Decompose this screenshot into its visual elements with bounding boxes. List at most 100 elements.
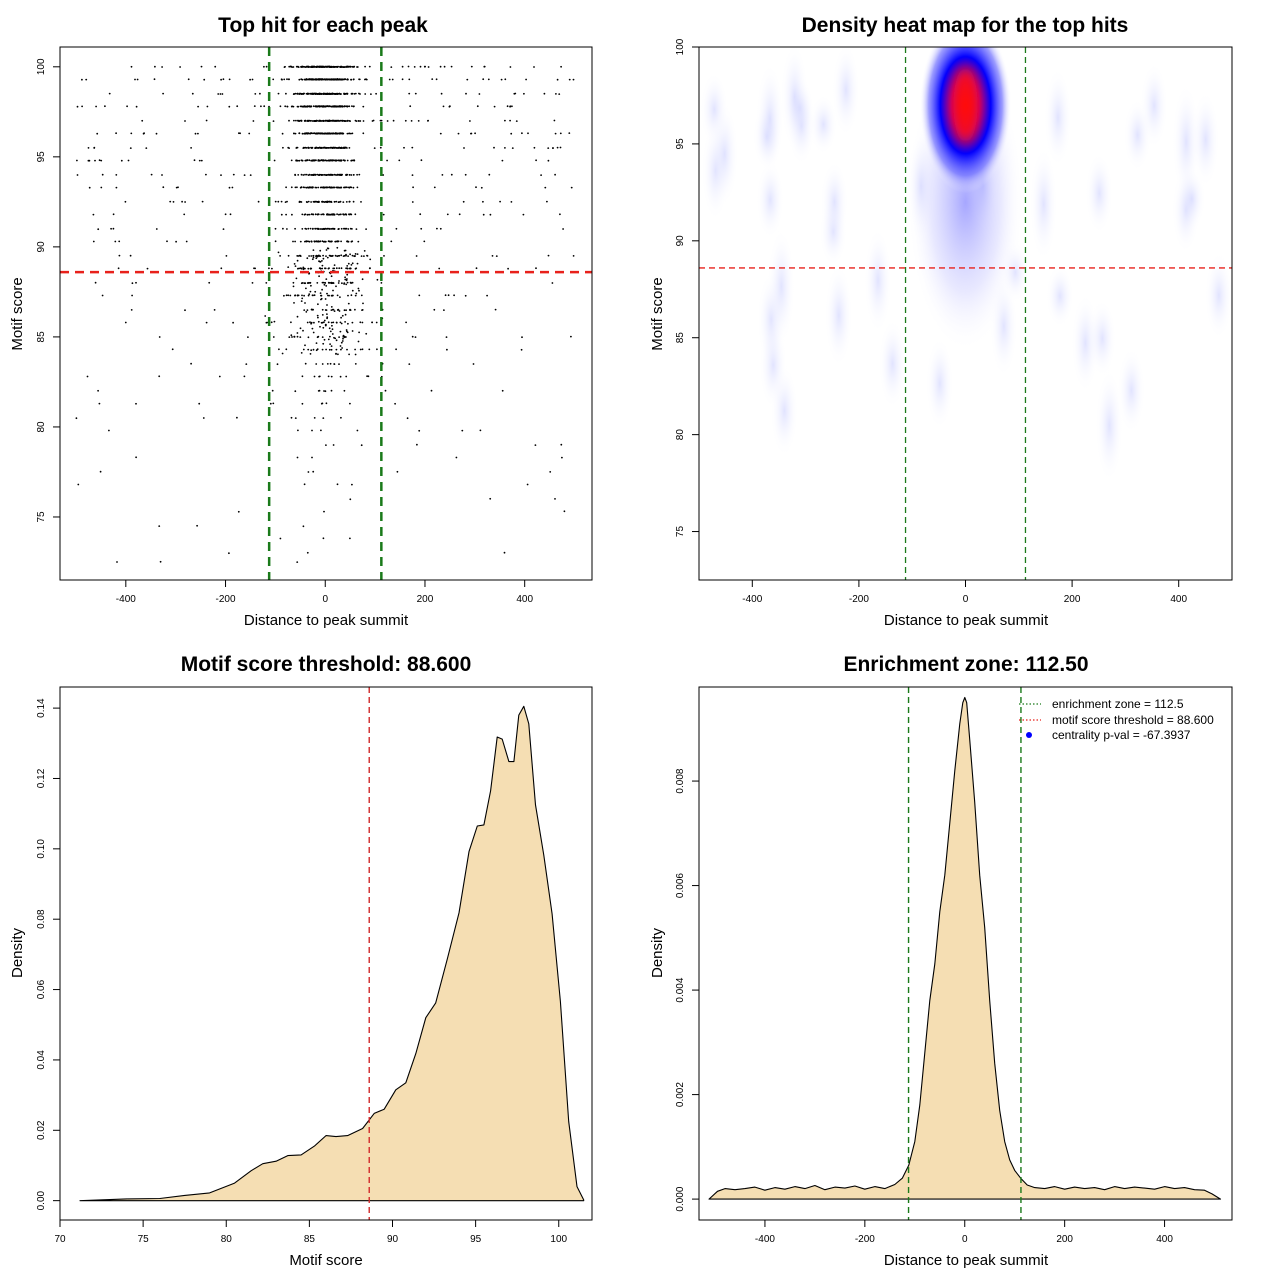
scatter-point <box>351 483 353 486</box>
enrichment-legend: enrichment zone = 112.5 motif score thre… <box>1019 697 1214 742</box>
scatter-point <box>348 132 350 135</box>
score-density-title: Motif score threshold: 88.600 <box>181 653 472 676</box>
scatter-point <box>318 146 321 149</box>
scatter-point <box>349 402 351 405</box>
scatter-point <box>290 416 293 419</box>
scatter-point <box>326 228 328 230</box>
scatter-point <box>198 159 201 162</box>
scatter-point <box>339 186 341 189</box>
scatter-point <box>104 105 106 108</box>
scatter-point <box>356 262 359 265</box>
scatter-point <box>202 417 205 419</box>
scatter-point <box>328 105 330 108</box>
scatter-point <box>194 132 197 135</box>
scatter-point <box>341 340 344 342</box>
scatter-point <box>351 93 354 95</box>
panel-score-density: Motif score threshold: 88.600 70 75 80 85 90… <box>9 653 593 1269</box>
scatter-point <box>350 264 353 266</box>
scatter-point <box>308 147 310 149</box>
scatter-point <box>330 345 333 347</box>
scatter-point <box>526 483 529 486</box>
scatter-point <box>339 173 341 176</box>
scatter-point <box>556 146 559 149</box>
scatter-point <box>327 375 330 378</box>
scatter-point <box>232 321 235 324</box>
scatter-point <box>307 132 310 135</box>
scatter-point <box>159 560 162 563</box>
scatter-point <box>126 105 128 108</box>
scatter-point <box>294 132 297 135</box>
scatter-point <box>300 300 303 302</box>
scatter-point <box>546 200 548 203</box>
scatter-point <box>343 146 346 149</box>
scatter-point <box>487 78 490 81</box>
scatter-point <box>343 309 346 312</box>
scatter-point <box>298 78 301 81</box>
scatter-point <box>554 173 556 176</box>
scatter-point <box>311 456 313 459</box>
heatmap-faint-cell <box>1029 146 1058 263</box>
scatter-point <box>415 255 418 257</box>
scatter-point <box>321 174 324 176</box>
scatter-point <box>412 186 414 189</box>
scatter-point <box>349 267 352 270</box>
scatter-point <box>323 510 325 513</box>
scatter-point <box>322 326 325 329</box>
scatter-point <box>352 78 355 81</box>
scatter-point <box>327 338 330 341</box>
scatter-point <box>416 443 418 446</box>
scatter-point <box>347 322 349 325</box>
scatter-point <box>323 319 326 322</box>
scatter-point <box>501 389 504 392</box>
scatter-point <box>556 78 559 81</box>
scatter-point <box>335 321 338 324</box>
scatter-point <box>535 159 537 162</box>
scatter-point <box>347 294 349 297</box>
scatter-point <box>521 132 523 135</box>
heatmap-faint-cell <box>756 62 785 175</box>
scatter-point <box>314 213 317 216</box>
scatter-point <box>231 186 234 189</box>
scatter-point <box>161 174 163 176</box>
scatter-point <box>326 292 328 295</box>
score-density-y-label: Density <box>9 927 26 978</box>
scatter-y-tick-label: 100 <box>36 58 47 75</box>
scatter-point <box>319 325 321 328</box>
scatter-point <box>277 251 280 254</box>
scatter-point <box>482 213 485 216</box>
scatter-point <box>362 120 365 122</box>
scatter-point <box>333 201 336 203</box>
scatter-point <box>301 132 304 135</box>
scatter-point <box>482 78 485 81</box>
enrichment-title: Enrichment zone: 112.50 <box>843 653 1088 676</box>
scatter-point <box>314 92 317 95</box>
scatter-point <box>219 93 222 95</box>
scatter-point <box>352 174 355 176</box>
scatter-point <box>544 186 547 189</box>
scatter-point <box>447 294 450 297</box>
scatter-point <box>243 174 246 177</box>
scatter-point <box>247 336 249 338</box>
scatter-point <box>339 375 342 378</box>
scatter-point <box>238 132 240 135</box>
scatter-point <box>382 213 385 216</box>
scatter-point <box>543 92 546 95</box>
scatter-point <box>328 294 330 297</box>
scatter-point <box>129 147 132 150</box>
scatter-points <box>75 65 575 563</box>
scatter-point <box>336 132 338 135</box>
scatter-point <box>325 444 327 446</box>
enrichment-x-tick-label: 400 <box>1156 1234 1173 1245</box>
scatter-point <box>183 213 186 216</box>
scatter-point <box>337 119 339 122</box>
scatter-point <box>299 327 302 330</box>
scatter-point <box>343 186 345 189</box>
scatter-point <box>76 159 78 162</box>
scatter-point <box>301 297 304 300</box>
scatter-point <box>263 65 265 68</box>
scatter-point <box>344 313 347 316</box>
scatter-point <box>321 336 324 338</box>
scatter-point <box>511 105 513 108</box>
scatter-point <box>297 65 299 68</box>
scatter-point <box>272 336 275 338</box>
